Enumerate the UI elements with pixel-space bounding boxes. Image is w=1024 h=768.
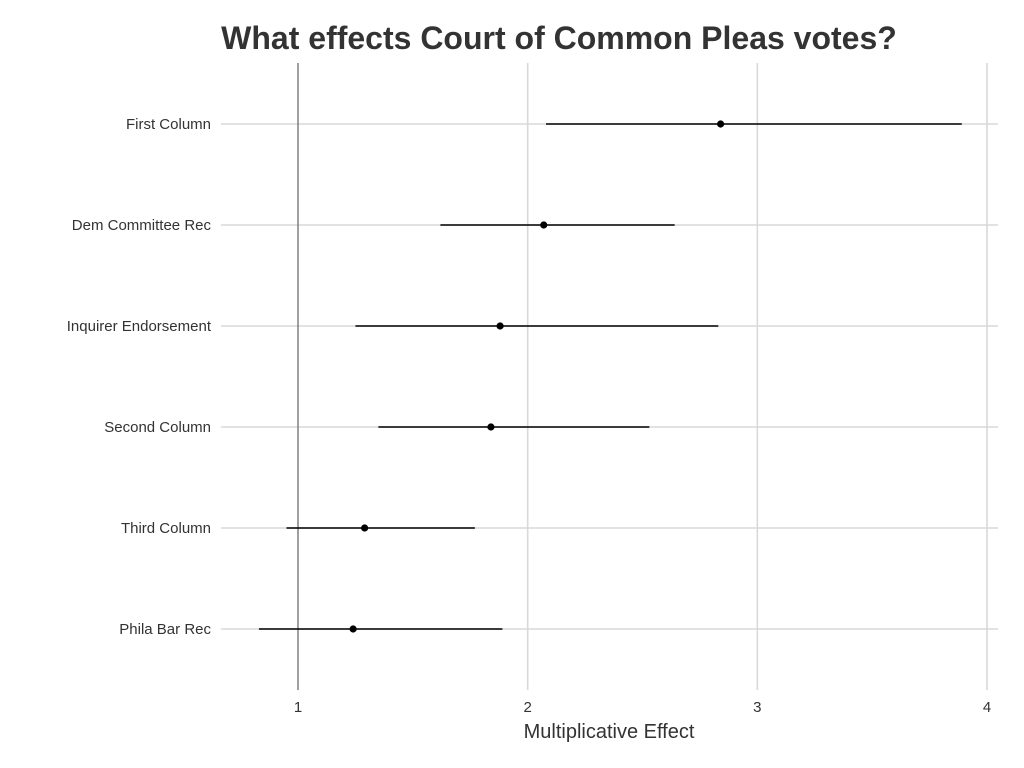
point-estimate (361, 524, 369, 532)
point-estimate (487, 423, 495, 431)
y-tick-label: Second Column (104, 419, 211, 436)
grid-layer (221, 63, 998, 690)
x-tick-label-1: 1 (294, 699, 302, 716)
x-tick-labels: 1 2 3 4 (294, 699, 991, 716)
point-estimate (496, 322, 504, 330)
point-estimate (716, 120, 725, 128)
x-axis-title: Multiplicative Effect (524, 721, 695, 743)
point-estimate (349, 625, 357, 633)
y-tick-label: First Column (126, 116, 211, 133)
y-tick-label: Inquirer Endorsement (67, 318, 212, 335)
y-tick-label: Dem Committee Rec (72, 217, 212, 234)
confidence-interval-layer (258, 123, 962, 630)
chart-title: What effects Court of Common Pleas votes… (221, 20, 897, 56)
y-tick-label: Third Column (121, 520, 211, 537)
point-estimate-layer (349, 120, 725, 633)
x-tick-label-3: 3 (753, 699, 761, 716)
y-tick-label: Phila Bar Rec (119, 621, 211, 638)
x-tick-label-2: 2 (523, 699, 531, 716)
x-tick-label-4: 4 (983, 699, 991, 716)
point-estimate (540, 221, 548, 229)
y-tick-labels: First Column Dem Committee Rec Inquirer En… (67, 116, 212, 638)
